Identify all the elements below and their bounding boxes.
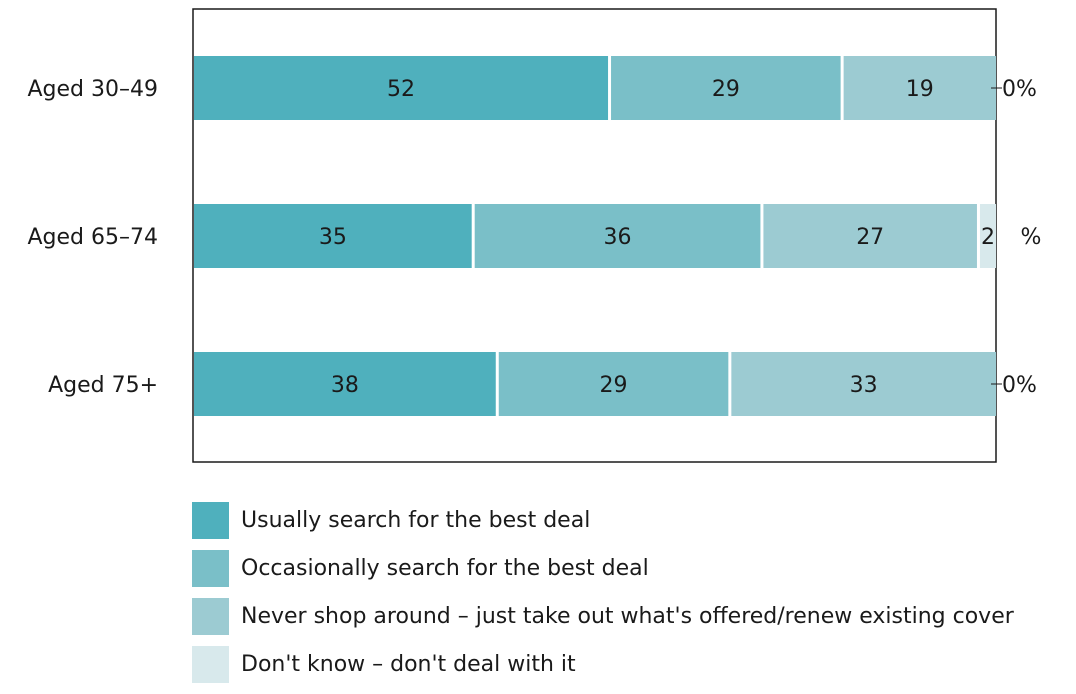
legend-swatch: [192, 646, 229, 683]
segment-value-label: 2: [981, 225, 995, 250]
legend-label: Occasionally search for the best deal: [241, 556, 649, 581]
bar-segment: [498, 352, 729, 416]
legend-label: Don't know – don't deal with it: [241, 652, 576, 677]
bar-segment: [194, 352, 496, 416]
category-label: Aged 65–74: [28, 225, 159, 250]
bar-segment: [194, 204, 472, 268]
stacked-bar-chart: Aged 30–49 52 29 19 0% Aged 65–74 35 36 27 2 % Aged…: [28, 8, 1042, 463]
category-label: Aged 75+: [48, 373, 158, 398]
legend-item: Never shop around – just take out what's…: [192, 598, 1014, 635]
end-value-label: 0%: [1002, 373, 1037, 398]
segment-value-label: 35: [319, 225, 347, 250]
segment-value-label: 36: [604, 225, 632, 250]
legend-label: Usually search for the best deal: [241, 508, 591, 533]
bars-layer: Aged 30–49 52 29 19 0% Aged 65–74 35 36 27 2 % Aged…: [28, 56, 1042, 416]
bar-segment: [194, 56, 609, 120]
segment-value-label: 19: [906, 77, 934, 102]
segment-value-label: 38: [331, 373, 359, 398]
bar-segment: [979, 204, 996, 268]
legend-swatch: [192, 598, 229, 635]
legend-item: Usually search for the best deal: [192, 502, 1014, 539]
category-label: Aged 30–49: [28, 77, 159, 102]
legend: Usually search for the best deal Occasion…: [192, 502, 1014, 694]
end-value-label: %: [1021, 225, 1042, 250]
legend-item: Don't know – don't deal with it: [192, 646, 1014, 683]
bar-segment: [474, 204, 761, 268]
bar-segment: [763, 204, 977, 268]
legend-swatch: [192, 550, 229, 587]
segment-value-label: 33: [850, 373, 878, 398]
segment-value-label: 27: [856, 225, 884, 250]
segment-value-label: 52: [387, 77, 415, 102]
bar-segment: [731, 352, 996, 416]
segment-value-label: 29: [600, 373, 628, 398]
bar-segment: [843, 56, 996, 120]
legend-item: Occasionally search for the best deal: [192, 550, 1014, 587]
bar-segment: [611, 56, 841, 120]
legend-swatch: [192, 502, 229, 539]
segment-value-label: 29: [712, 77, 740, 102]
legend-label: Never shop around – just take out what's…: [241, 604, 1014, 629]
end-value-label: 0%: [1002, 77, 1037, 102]
